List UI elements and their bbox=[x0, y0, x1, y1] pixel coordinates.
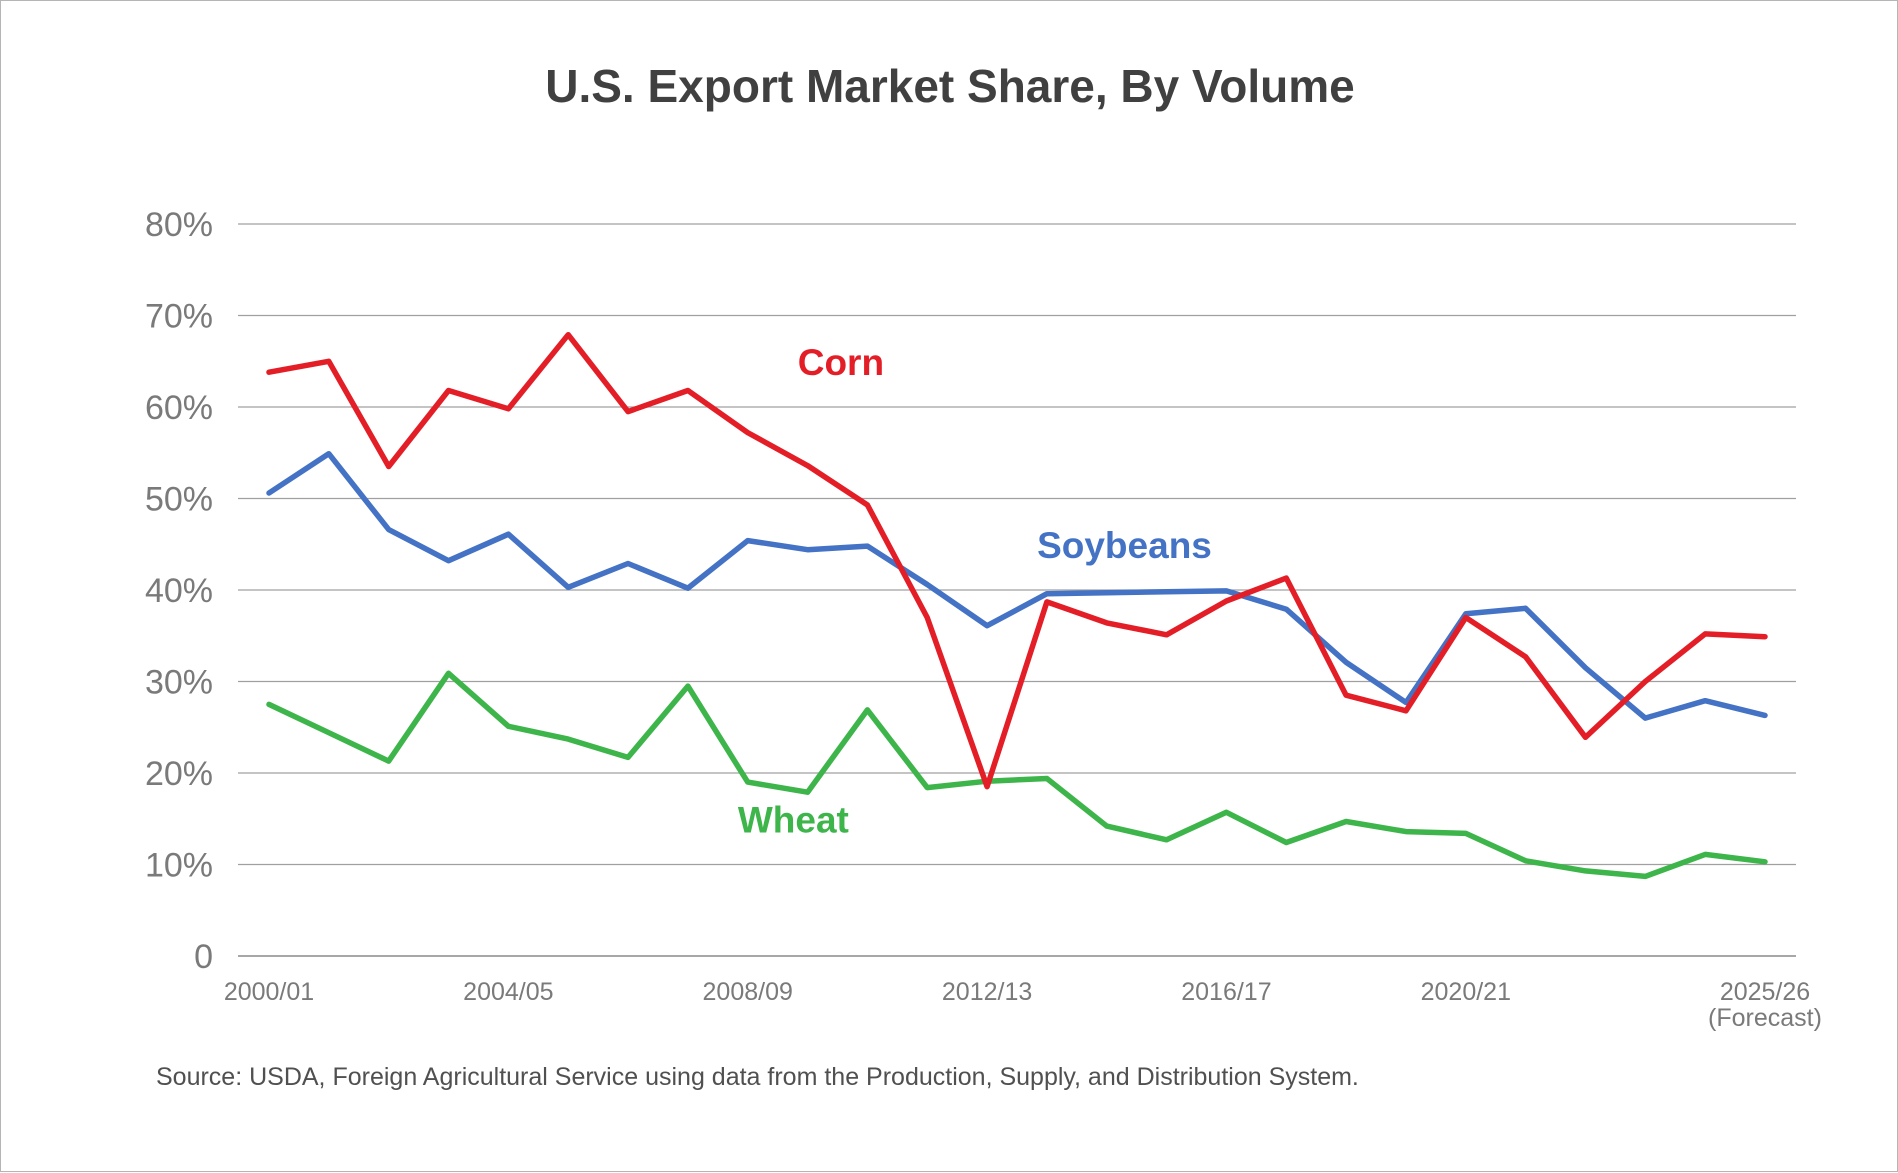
y-tick-label: 20% bbox=[145, 755, 213, 793]
x-tick-label: 2004/05 bbox=[463, 978, 553, 1006]
x-tick-label: 2000/01 bbox=[224, 978, 314, 1006]
y-tick-label: 0 bbox=[194, 938, 213, 976]
x-tick-label: 2016/17 bbox=[1181, 978, 1271, 1006]
x-tick-label: 2012/13 bbox=[942, 978, 1032, 1006]
y-axis-tick-labels: 0 10% 20% 30% 40% 50% 60% 70% 80% bbox=[145, 206, 213, 976]
corn-series-line bbox=[266, 331, 1768, 790]
x-tick-sublabel: (Forecast) bbox=[1708, 1004, 1822, 1032]
y-tick-label: 40% bbox=[145, 572, 213, 610]
soybeans-series-label: Soybeans bbox=[1037, 525, 1212, 566]
x-axis-tick-labels: 2000/01 2004/05 2008/09 2012/13 2016/17 2020/… bbox=[224, 978, 1822, 1032]
gridlines bbox=[238, 223, 1796, 957]
x-tick-label: 2025/26 bbox=[1720, 978, 1810, 1006]
series-lines bbox=[266, 331, 1768, 880]
soybeans-series-line bbox=[266, 450, 1768, 721]
chart-title: U.S. Export Market Share, By Volume bbox=[545, 60, 1355, 112]
y-tick-label: 10% bbox=[145, 847, 213, 885]
source-note: Source: USDA, Foreign Agricultural Servi… bbox=[156, 1063, 1359, 1091]
wheat-series-line bbox=[266, 670, 1768, 880]
corn-series-label: Corn bbox=[798, 342, 884, 383]
y-tick-label: 30% bbox=[145, 664, 213, 702]
wheat-series-label: Wheat bbox=[738, 799, 849, 840]
y-tick-label: 70% bbox=[145, 298, 213, 336]
x-tick-label: 2008/09 bbox=[703, 978, 793, 1006]
y-tick-label: 80% bbox=[145, 206, 213, 244]
x-tick-label: 2020/21 bbox=[1421, 978, 1511, 1006]
series-labels: Corn Soybeans Wheat bbox=[738, 342, 1212, 840]
y-tick-label: 50% bbox=[145, 481, 213, 519]
y-tick-label: 60% bbox=[145, 389, 213, 427]
